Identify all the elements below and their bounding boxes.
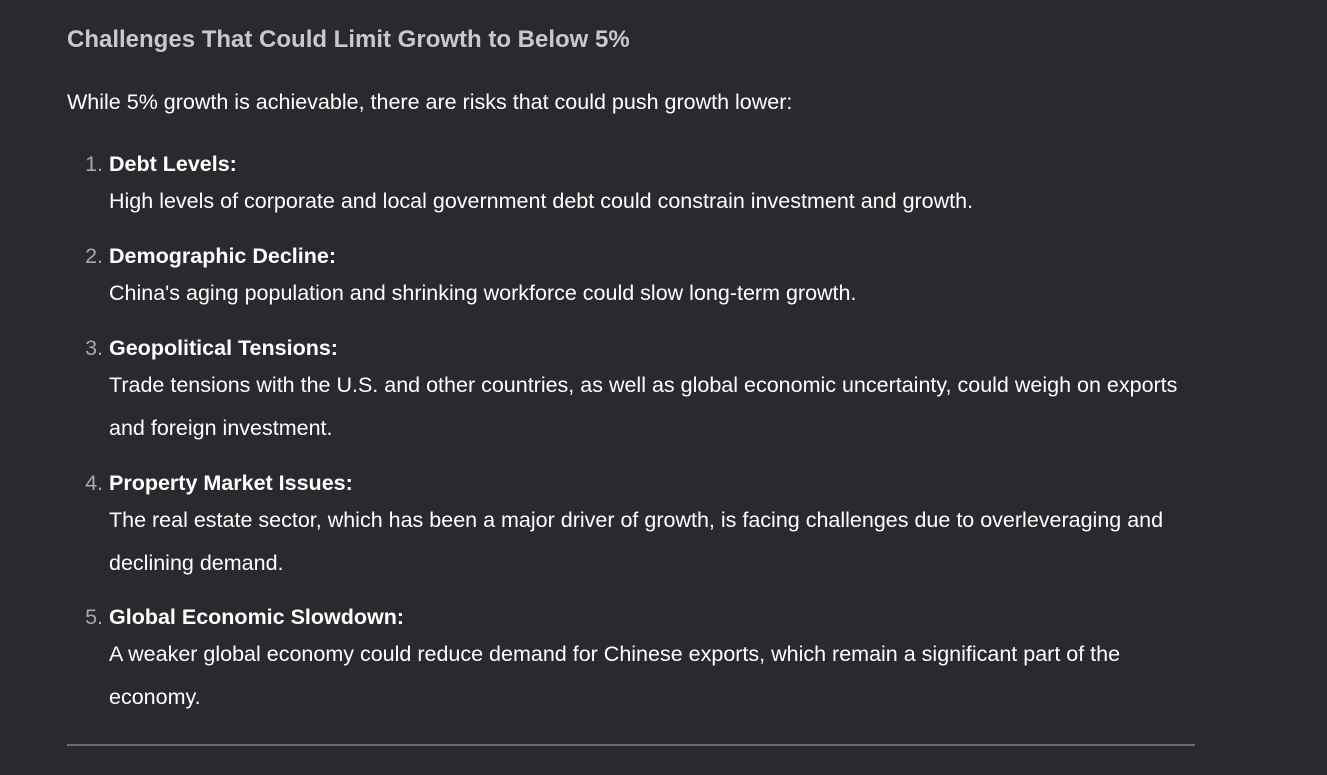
horizontal-divider [67,744,1195,746]
list-item-title: Property Market Issues: [109,471,353,495]
list-item-number: 3. [85,336,103,360]
list-item-title: Global Economic Slowdown: [109,605,405,629]
list-item-description: Trade tensions with the U.S. and other c… [109,373,1178,440]
list-item-title: Geopolitical Tensions: [109,336,338,360]
list-item-number: 5. [85,605,103,629]
list-item-description: High levels of corporate and local gover… [109,189,974,213]
list-item-title: Debt Levels: [109,152,237,176]
list-item-number: 2. [85,244,103,268]
list-item-description: The real estate sector, which has been a… [109,508,1164,575]
list-item-description: China's aging population and shrinking w… [109,281,857,305]
list-item-number: 4. [85,471,103,495]
list-item-title: Demographic Decline: [109,244,336,268]
section-heading: Challenges That Could Limit Growth to Be… [67,26,630,53]
list-item-number: 1. [85,152,103,176]
list-item-description: A weaker global economy could reduce dem… [109,642,1121,709]
intro-paragraph: While 5% growth is achievable, there are… [67,90,793,114]
